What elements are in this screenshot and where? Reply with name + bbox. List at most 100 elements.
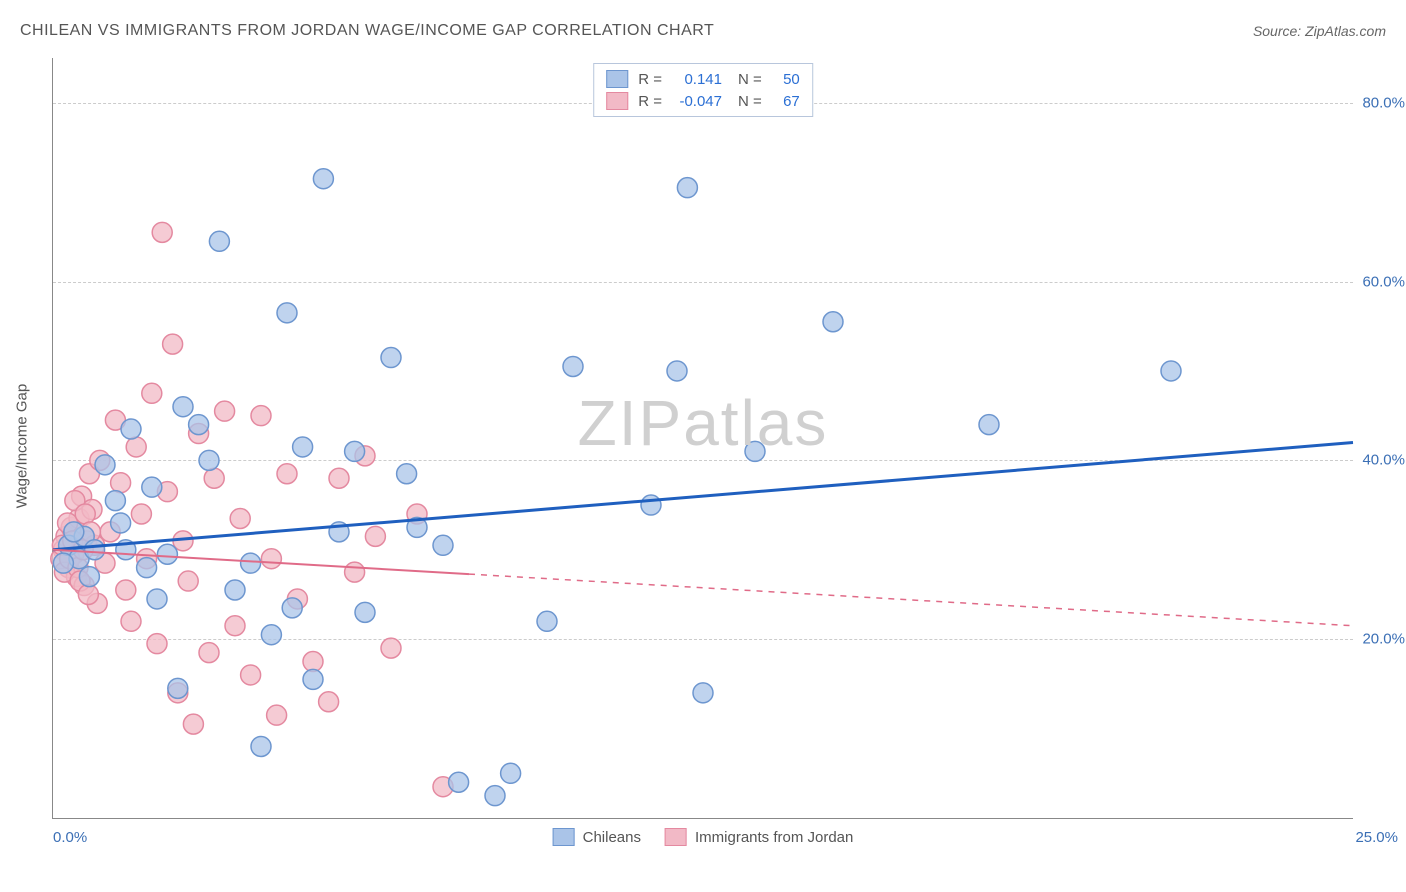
data-point bbox=[261, 625, 281, 645]
data-point bbox=[142, 383, 162, 403]
data-point bbox=[641, 495, 661, 515]
data-point bbox=[225, 616, 245, 636]
data-point bbox=[303, 652, 323, 672]
data-point bbox=[667, 361, 687, 381]
data-point bbox=[215, 401, 235, 421]
data-point bbox=[823, 312, 843, 332]
data-point bbox=[241, 553, 261, 573]
x-tick-min: 0.0% bbox=[53, 829, 87, 846]
data-point bbox=[209, 231, 229, 251]
legend-swatch bbox=[606, 70, 628, 88]
data-point bbox=[303, 669, 323, 689]
data-point bbox=[230, 508, 250, 528]
data-point bbox=[563, 356, 583, 376]
chart-title: CHILEAN VS IMMIGRANTS FROM JORDAN WAGE/I… bbox=[20, 22, 714, 40]
n-value: 67 bbox=[772, 93, 800, 110]
y-tick-label: 80.0% bbox=[1357, 94, 1405, 111]
data-point bbox=[168, 678, 188, 698]
legend-swatch bbox=[553, 828, 575, 846]
y-axis-label: Wage/Income Gap bbox=[14, 384, 31, 509]
legend-series-item: Chileans bbox=[553, 828, 641, 846]
plot-svg bbox=[53, 58, 1353, 818]
data-point bbox=[693, 683, 713, 703]
source-label: Source: bbox=[1253, 23, 1301, 39]
data-point bbox=[64, 522, 84, 542]
data-point bbox=[745, 441, 765, 461]
data-point bbox=[199, 643, 219, 663]
data-point bbox=[147, 589, 167, 609]
chart-header: CHILEAN VS IMMIGRANTS FROM JORDAN WAGE/I… bbox=[20, 22, 1386, 40]
legend-series-label: Immigrants from Jordan bbox=[695, 829, 853, 846]
data-point bbox=[397, 464, 417, 484]
data-point bbox=[319, 692, 339, 712]
data-point bbox=[267, 705, 287, 725]
data-point bbox=[381, 348, 401, 368]
data-point bbox=[251, 406, 271, 426]
data-point bbox=[329, 468, 349, 488]
r-label: R = bbox=[638, 93, 662, 110]
data-point bbox=[121, 419, 141, 439]
y-tick-label: 20.0% bbox=[1357, 631, 1405, 648]
data-point bbox=[157, 544, 177, 564]
data-point bbox=[111, 473, 131, 493]
data-point bbox=[485, 786, 505, 806]
data-point bbox=[501, 763, 521, 783]
r-label: R = bbox=[638, 71, 662, 88]
n-label: N = bbox=[738, 71, 762, 88]
legend-stat-row: R = -0.047 N = 67 bbox=[606, 90, 800, 112]
data-point bbox=[183, 714, 203, 734]
data-point bbox=[121, 611, 141, 631]
data-point bbox=[116, 580, 136, 600]
data-point bbox=[433, 535, 453, 555]
data-point bbox=[142, 477, 162, 497]
legend-stats: R = 0.141 N = 50 R = -0.047 N = 67 bbox=[593, 63, 813, 117]
data-point bbox=[75, 504, 95, 524]
data-point bbox=[241, 665, 261, 685]
r-value: -0.047 bbox=[672, 93, 722, 110]
data-point bbox=[277, 464, 297, 484]
data-point bbox=[53, 553, 73, 573]
legend-swatch bbox=[665, 828, 687, 846]
data-point bbox=[979, 415, 999, 435]
data-point bbox=[345, 562, 365, 582]
data-point bbox=[163, 334, 183, 354]
data-point bbox=[147, 634, 167, 654]
data-point bbox=[261, 549, 281, 569]
n-value: 50 bbox=[772, 71, 800, 88]
data-point bbox=[313, 169, 333, 189]
data-point bbox=[78, 584, 98, 604]
legend-series: Chileans Immigrants from Jordan bbox=[553, 828, 854, 846]
y-tick-label: 60.0% bbox=[1357, 273, 1405, 290]
source-value: ZipAtlas.com bbox=[1305, 23, 1386, 39]
data-point bbox=[152, 222, 172, 242]
y-tick-label: 40.0% bbox=[1357, 452, 1405, 469]
data-point bbox=[79, 567, 99, 587]
data-point bbox=[137, 558, 157, 578]
trend-line bbox=[53, 442, 1353, 549]
data-point bbox=[111, 513, 131, 533]
legend-series-item: Immigrants from Jordan bbox=[665, 828, 853, 846]
legend-stat-row: R = 0.141 N = 50 bbox=[606, 68, 800, 90]
scatter-chart: ZIPatlas 20.0%40.0%60.0%80.0% R =0.141N … bbox=[52, 58, 1353, 819]
data-point bbox=[677, 178, 697, 198]
r-value: 0.141 bbox=[672, 71, 722, 88]
data-point bbox=[365, 526, 385, 546]
x-tick-max: 25.0% bbox=[1355, 829, 1398, 846]
n-label: N = bbox=[738, 93, 762, 110]
data-point bbox=[355, 602, 375, 622]
data-point bbox=[85, 540, 105, 560]
data-point bbox=[1161, 361, 1181, 381]
data-point bbox=[105, 491, 125, 511]
data-point bbox=[282, 598, 302, 618]
data-point bbox=[204, 468, 224, 488]
data-point bbox=[178, 571, 198, 591]
chart-source: Source: ZipAtlas.com bbox=[1253, 23, 1386, 39]
data-point bbox=[381, 638, 401, 658]
data-point bbox=[189, 415, 209, 435]
data-point bbox=[173, 397, 193, 417]
data-point bbox=[95, 455, 115, 475]
data-point bbox=[131, 504, 151, 524]
data-point bbox=[537, 611, 557, 631]
data-point bbox=[345, 441, 365, 461]
data-point bbox=[277, 303, 297, 323]
